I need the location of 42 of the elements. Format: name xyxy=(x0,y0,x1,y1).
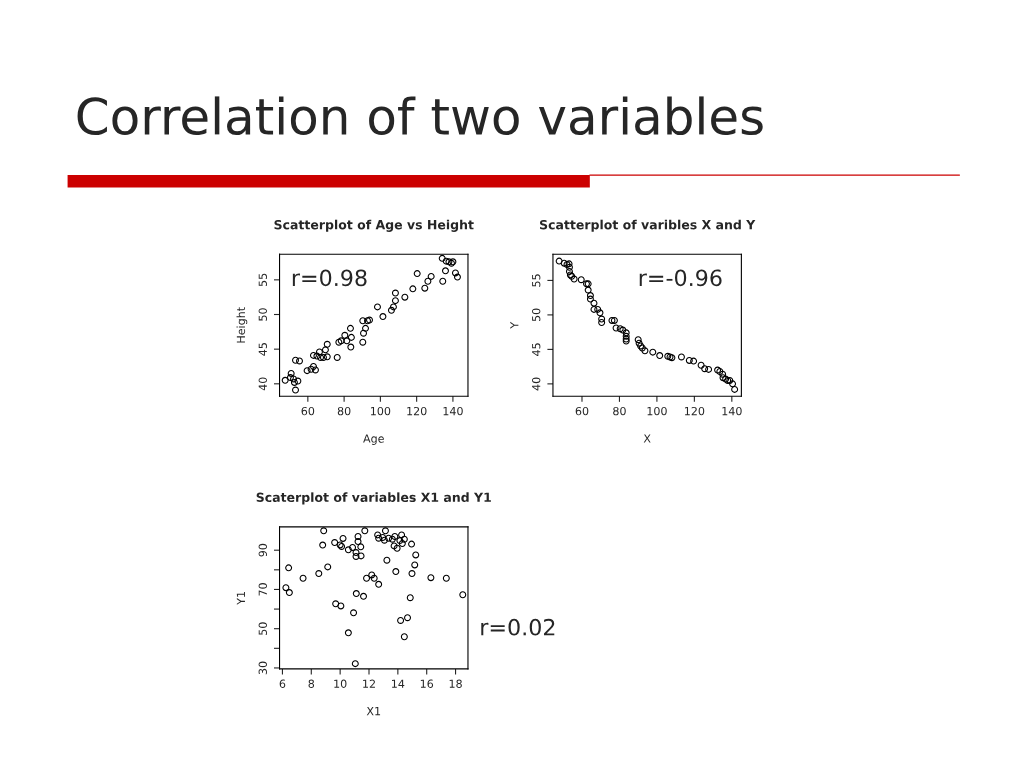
x-tick-label: 120 xyxy=(684,406,705,416)
y-tick-label: 45 xyxy=(532,343,541,356)
x-tick-label: 8 xyxy=(308,679,315,688)
x-tick-label: 60 xyxy=(575,406,589,416)
y-axis-title: Height xyxy=(236,307,248,343)
x-tick-label: 18 xyxy=(449,679,462,688)
y-tick-label: 70 xyxy=(258,583,267,596)
x-axis-title: X1 xyxy=(366,707,381,716)
x-tick-label: 100 xyxy=(647,406,667,416)
x-axis-title: X xyxy=(643,434,651,443)
chart-title: Scatterplot of varibles X and Y xyxy=(539,219,756,232)
y-axis-title: Y1 xyxy=(236,591,245,605)
y-tick-label: 45 xyxy=(258,343,267,356)
x-tick-label: 14 xyxy=(392,679,405,688)
y-tick-label: 90 xyxy=(258,543,267,557)
text: Correlation of two variables xyxy=(77,96,763,136)
x-tick-label: 12 xyxy=(363,679,375,688)
x-tick-label: 16 xyxy=(420,679,434,688)
x-tick-label: 140 xyxy=(722,406,742,416)
x-tick-label: 100 xyxy=(371,406,391,416)
x-tick-label: 140 xyxy=(443,406,463,416)
x-axis-title: Age xyxy=(363,434,384,445)
y-tick-label: 40 xyxy=(531,377,541,391)
y-tick-label: 50 xyxy=(258,308,267,321)
y-tick-label: 50 xyxy=(531,308,541,322)
x-tick-label: 80 xyxy=(337,406,351,416)
x-tick-label: 60 xyxy=(301,406,315,416)
annotation: r=0.98 xyxy=(292,269,367,287)
x-tick-label: 6 xyxy=(279,679,286,688)
y-tick-label: 55 xyxy=(258,273,267,287)
y-tick-label: 55 xyxy=(532,274,541,287)
chart-title: Scatterplot of Age vs Height xyxy=(274,219,474,232)
y-axis-title: Y xyxy=(510,321,519,329)
annotation: r=-0.96 xyxy=(639,269,722,287)
y-tick-label: 40 xyxy=(258,377,267,391)
chart-title: Scaterplot of variables X1 and Y1 xyxy=(256,492,491,505)
y-tick-label: 30 xyxy=(258,661,267,675)
x-tick-label: 10 xyxy=(334,679,347,688)
x-tick-label: 80 xyxy=(613,406,626,416)
y-tick-label: 50 xyxy=(258,622,267,635)
text: r=0.02 xyxy=(481,618,555,636)
x-tick-label: 120 xyxy=(407,406,427,416)
